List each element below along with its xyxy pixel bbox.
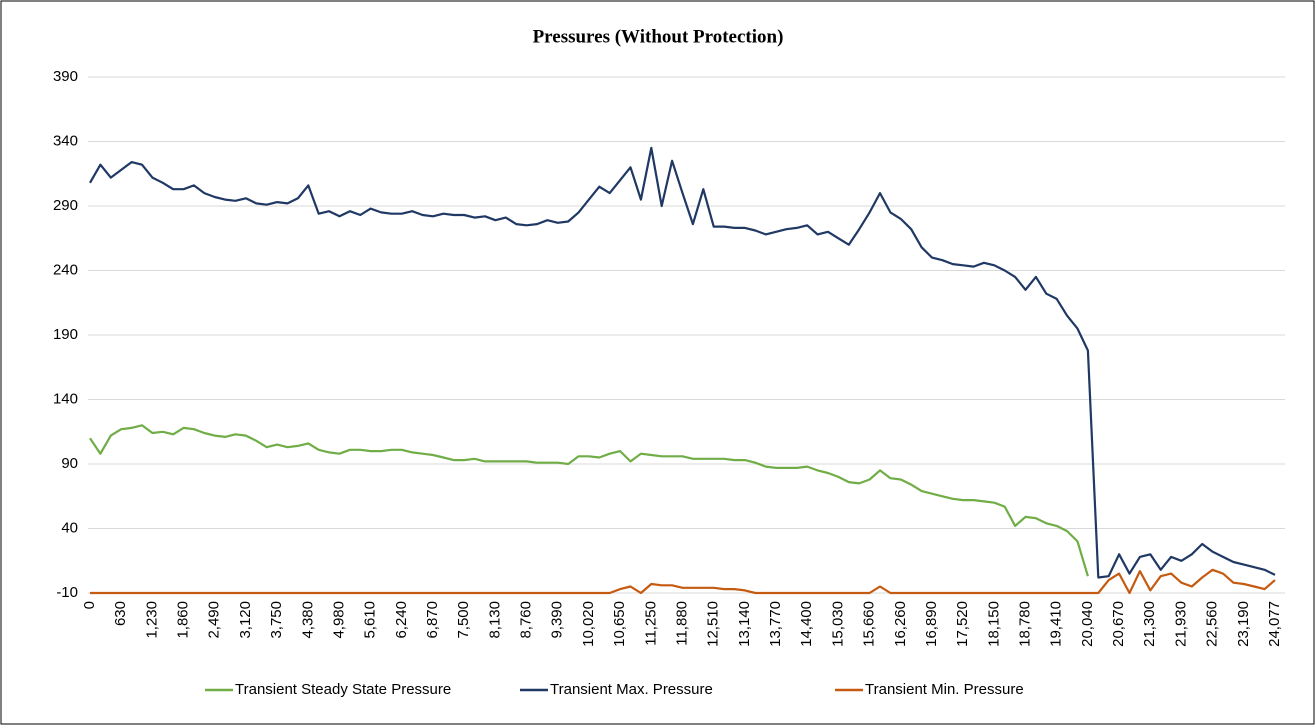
y-tick-label: 190 bbox=[53, 326, 78, 343]
x-tick-label: 7,500 bbox=[455, 601, 472, 639]
x-tick-label: 20,670 bbox=[1110, 601, 1127, 647]
legend-label: Transient Max. Pressure bbox=[550, 681, 713, 698]
x-tick-label: 10,020 bbox=[580, 601, 597, 647]
y-tick-label: 240 bbox=[53, 261, 78, 278]
x-tick-label: 15,030 bbox=[829, 601, 846, 647]
x-tick-label: 23,190 bbox=[1235, 601, 1252, 647]
x-tick-label: 17,520 bbox=[954, 601, 971, 647]
x-tick-label: 16,890 bbox=[923, 601, 940, 647]
x-tick-label: 5,610 bbox=[362, 601, 379, 639]
x-tick-label: 8,130 bbox=[486, 601, 503, 639]
x-tick-label: 12,510 bbox=[705, 601, 722, 647]
x-tick-label: 21,300 bbox=[1141, 601, 1158, 647]
x-tick-label: 9,390 bbox=[549, 601, 566, 639]
y-tick-label: 390 bbox=[53, 68, 78, 85]
x-tick-label: 3,750 bbox=[268, 601, 285, 639]
series-line bbox=[89, 424, 1089, 577]
x-tick-label: 13,140 bbox=[736, 601, 753, 647]
x-tick-label: 6,240 bbox=[393, 601, 410, 639]
x-tick-label: 18,780 bbox=[1016, 601, 1033, 647]
x-tick-label: 15,660 bbox=[861, 601, 878, 647]
chart-title: Pressures (Without Protection) bbox=[533, 26, 784, 47]
y-tick-label: -10 bbox=[56, 584, 78, 601]
x-tick-label: 0 bbox=[81, 601, 98, 609]
series-line bbox=[90, 568, 1276, 595]
x-tick-label: 11,250 bbox=[642, 601, 659, 646]
x-tick-label: 13,770 bbox=[767, 601, 784, 647]
x-tick-label: 4,380 bbox=[299, 601, 316, 639]
x-tick-label: 24,077 bbox=[1266, 601, 1283, 647]
x-tick-label: 6,870 bbox=[424, 601, 441, 639]
legend-label: Transient Steady State Pressure bbox=[235, 681, 451, 698]
x-tick-label: 8,760 bbox=[518, 601, 535, 639]
x-tick-label: 16,260 bbox=[892, 601, 909, 647]
x-tick-label: 14,400 bbox=[798, 601, 815, 647]
x-tick-label: 11,880 bbox=[673, 601, 690, 646]
y-tick-label: 340 bbox=[53, 132, 78, 149]
series-line bbox=[89, 146, 1276, 579]
x-tick-label: 22,560 bbox=[1204, 601, 1221, 647]
x-tick-label: 630 bbox=[112, 601, 129, 626]
x-tick-label: 2,490 bbox=[206, 601, 223, 639]
y-tick-label: 40 bbox=[61, 519, 78, 536]
x-tick-label: 10,650 bbox=[611, 601, 628, 647]
x-tick-label: 1,860 bbox=[175, 601, 192, 639]
x-tick-label: 19,410 bbox=[1048, 601, 1065, 647]
y-tick-label: 290 bbox=[53, 197, 78, 214]
legend-label: Transient Min. Pressure bbox=[865, 681, 1024, 698]
x-tick-label: 1,230 bbox=[143, 601, 160, 639]
y-tick-label: 140 bbox=[53, 390, 78, 407]
x-tick-label: 4,980 bbox=[330, 601, 347, 639]
x-tick-label: 21,930 bbox=[1172, 601, 1189, 647]
x-tick-label: 3,120 bbox=[237, 601, 254, 639]
y-tick-label: 90 bbox=[61, 455, 78, 472]
x-tick-label: 18,150 bbox=[985, 601, 1002, 647]
x-tick-label: 20,040 bbox=[1079, 601, 1096, 647]
